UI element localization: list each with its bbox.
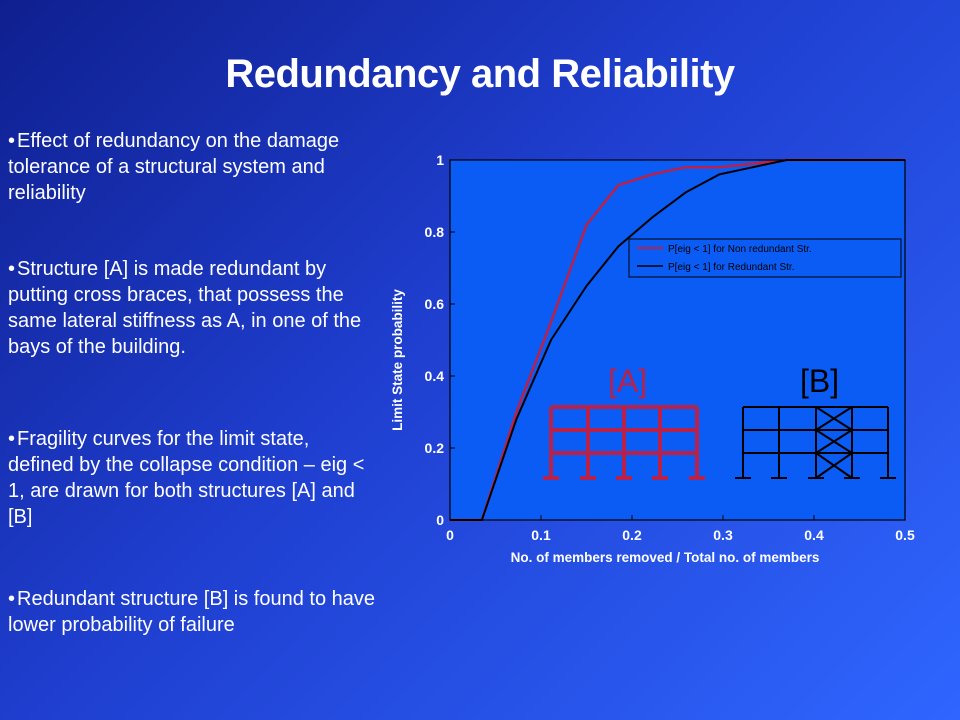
bullet-glyph: • xyxy=(8,428,16,450)
bullet-text: Fragility curves for the limit state, de… xyxy=(8,428,365,528)
y-tick-label: 0 xyxy=(436,512,444,528)
plot-frame xyxy=(449,159,906,521)
x-tick-label: 0 xyxy=(446,527,454,543)
frame-a-label: [A] xyxy=(608,363,647,399)
legend-box xyxy=(628,238,902,278)
series-line-non-redundant xyxy=(450,158,905,522)
legend: P[eig < 1] for Non redundant Str. P[eig … xyxy=(628,238,902,278)
y-tick-label: 0.4 xyxy=(425,368,445,384)
y-tick-label: 0.8 xyxy=(425,224,445,240)
bullet-text: Structure [A] is made redundant by putti… xyxy=(8,258,362,358)
slide-title: Redundancy and Reliability xyxy=(225,52,735,96)
x-tick-label: 0.1 xyxy=(531,527,551,543)
bullet-text: Redundant structure [B] is found to have… xyxy=(8,588,376,636)
bullet-item: • Structure [A] is made redundant by putt… xyxy=(8,256,378,360)
y-axis-label: Limit State probability xyxy=(390,289,405,431)
x-tick-label: 0.5 xyxy=(895,527,915,543)
bullet-item: • Fragility curves for the limit state, d… xyxy=(8,426,378,530)
frame-a-illustration: [A] xyxy=(543,363,705,480)
x-tick-label: 0.2 xyxy=(622,527,642,543)
x-tick-label: 0.4 xyxy=(804,527,824,543)
x-tick-label: 0.3 xyxy=(713,527,733,543)
y-tick-label: 0.2 xyxy=(425,440,445,456)
x-axis-label: No. of members removed / Total no. of me… xyxy=(511,550,820,565)
legend-label-non-redundant: P[eig < 1] for Non redundant Str. xyxy=(668,244,812,255)
bullet-item: • Redundant structure [B] is found to hav… xyxy=(8,586,378,638)
series-line-redundant xyxy=(450,159,905,521)
frame-b-label: [B] xyxy=(800,363,839,399)
bullet-glyph: • xyxy=(8,588,16,610)
bullet-glyph: • xyxy=(8,258,16,280)
y-tick-label: 1 xyxy=(436,152,444,168)
y-tick-label: 0.6 xyxy=(425,296,445,312)
frame-b-illustration: [B] xyxy=(735,363,896,479)
bullet-glyph: • xyxy=(8,130,16,152)
series-layer xyxy=(450,158,905,522)
plot-area xyxy=(450,160,905,520)
bullet-item: • Effect of redundancy on the damage tole… xyxy=(8,128,378,206)
legend-label-redundant: P[eig < 1] for Redundant Str. xyxy=(668,262,794,273)
bullet-text: Effect of redundancy on the damage toler… xyxy=(8,130,340,204)
axis-ticks: 0 0.1 0.2 0.3 0.4 0.5 0 0.2 0.4 0.6 0.8 1 xyxy=(425,152,915,543)
